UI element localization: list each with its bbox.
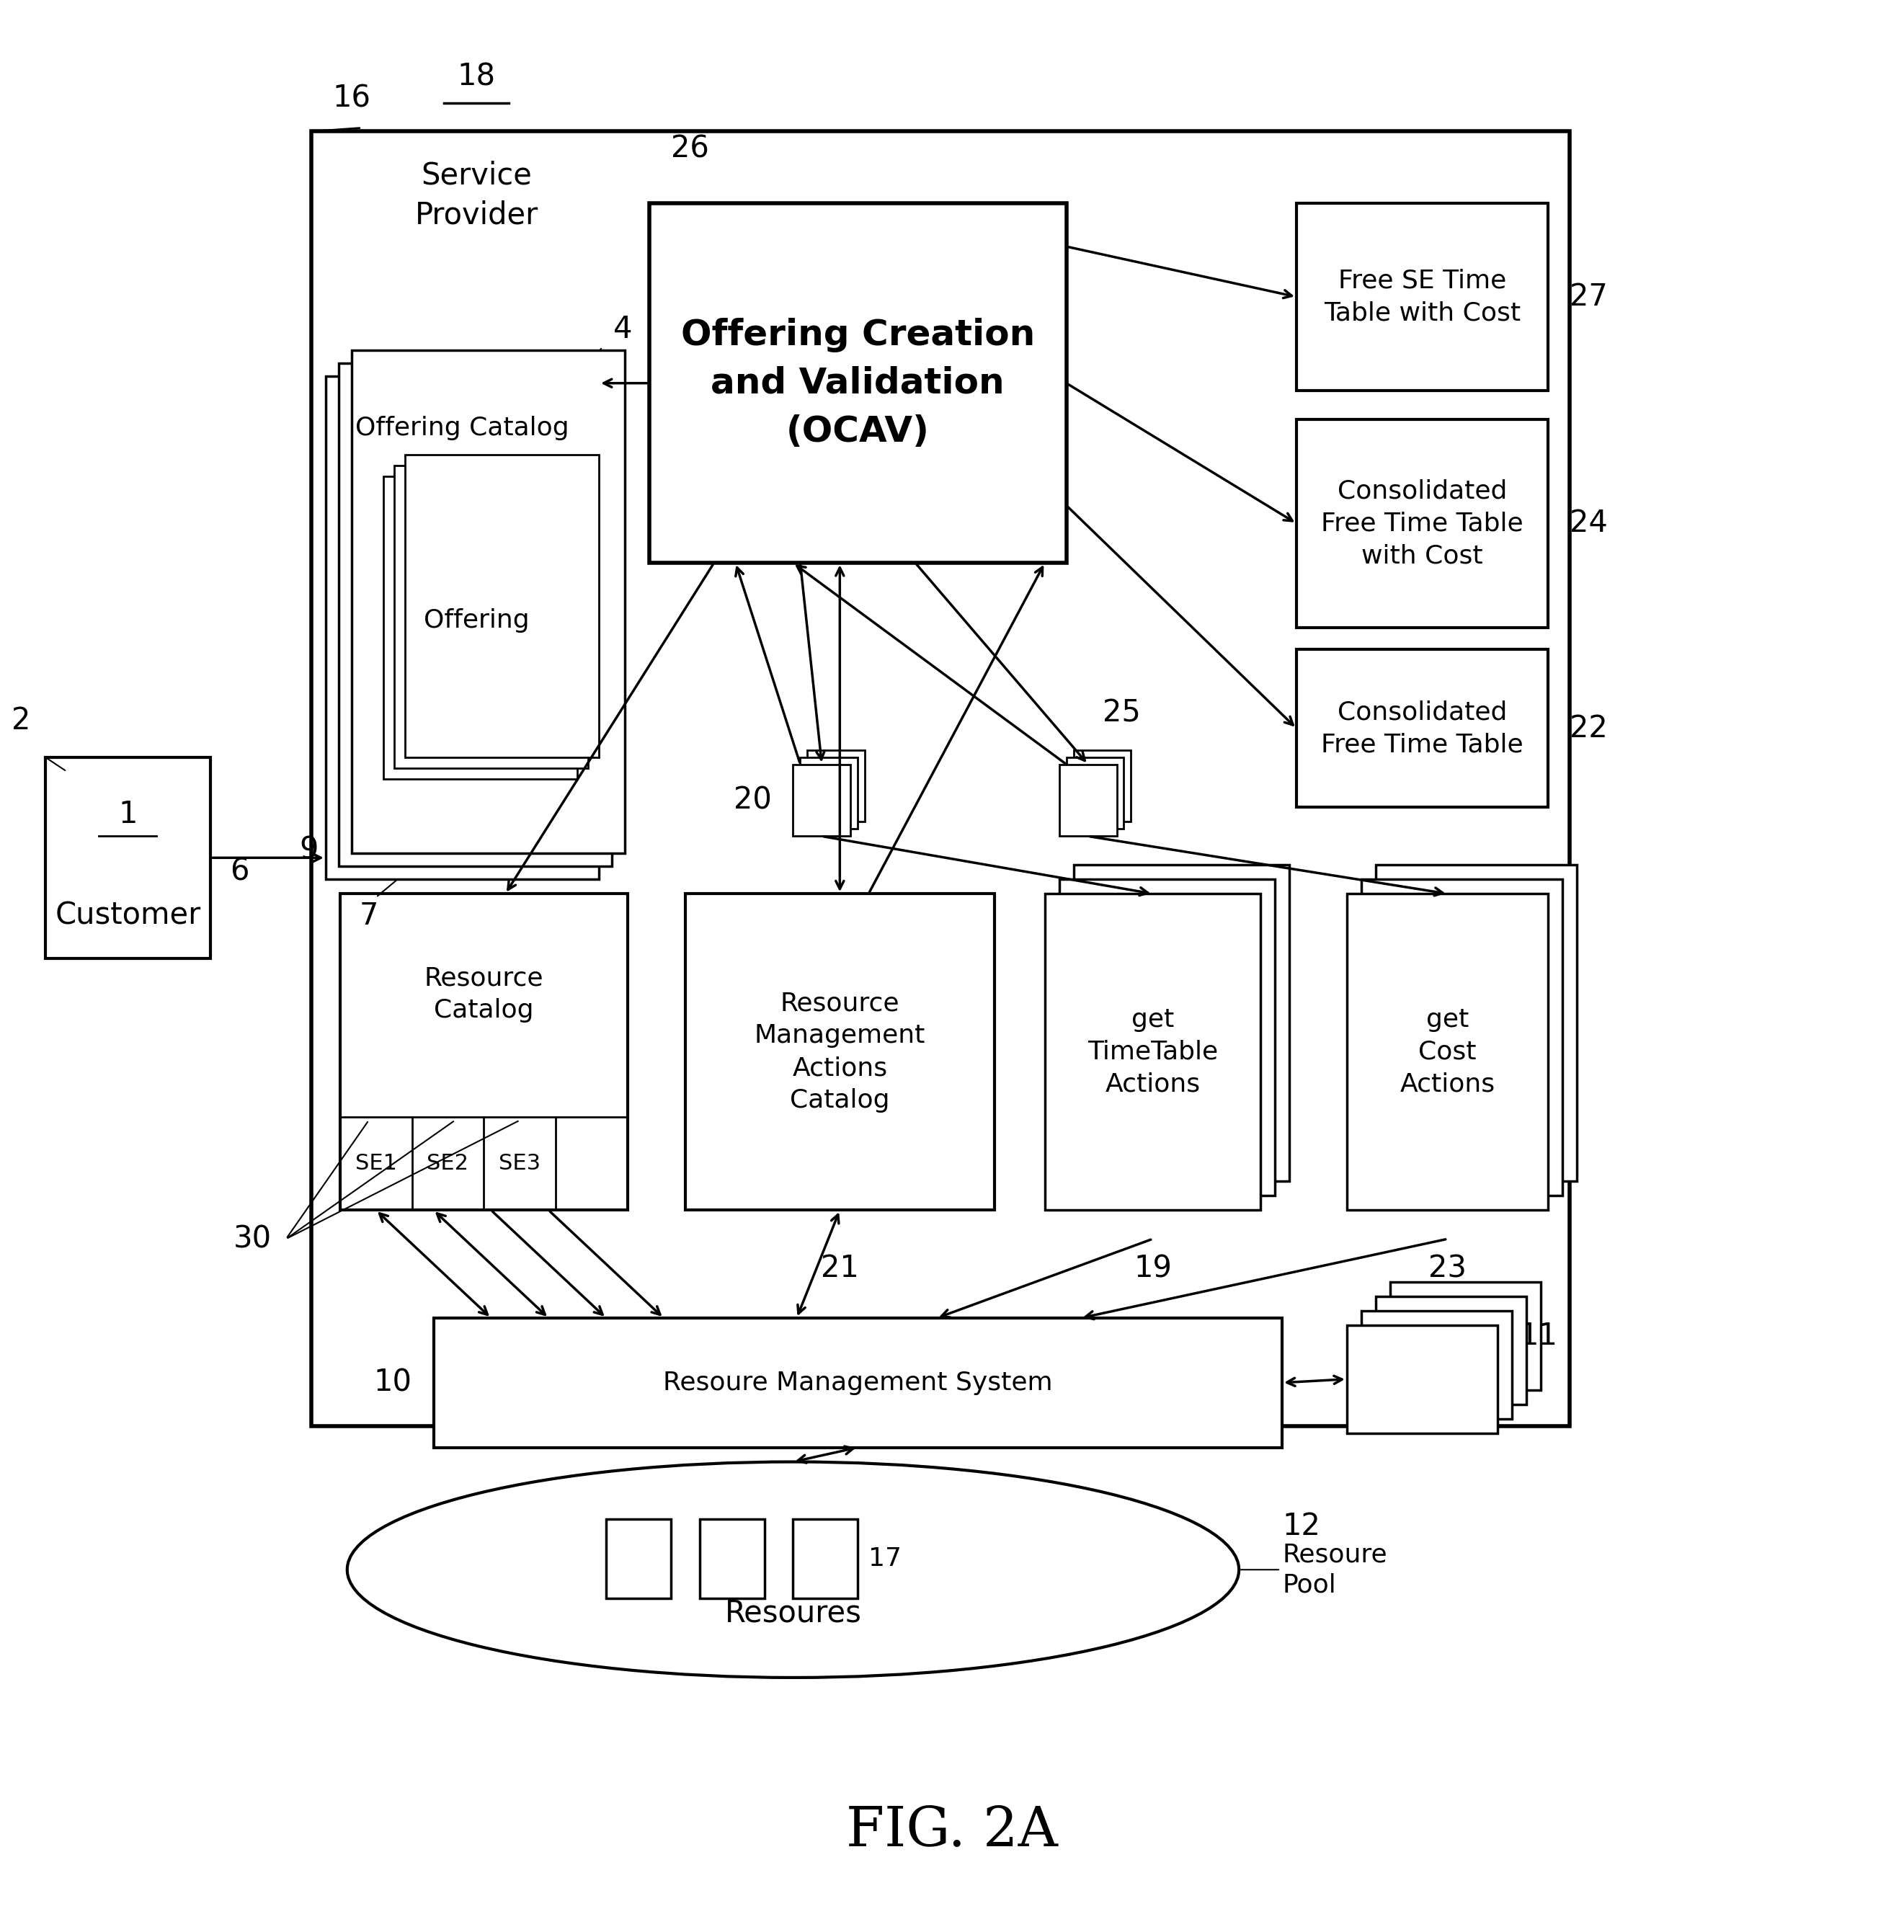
Text: 21: 21 xyxy=(821,1254,859,1283)
Text: Resource
Catalog: Resource Catalog xyxy=(425,966,543,1022)
Text: 23: 23 xyxy=(1428,1254,1466,1283)
Text: Offering: Offering xyxy=(425,609,529,632)
Text: Consolidated
Free Time Table
with Cost: Consolidated Free Time Table with Cost xyxy=(1321,479,1523,568)
Text: Offering Creation
and Validation
(OCAV): Offering Creation and Validation (OCAV) xyxy=(682,317,1034,448)
FancyBboxPatch shape xyxy=(406,456,600,757)
FancyBboxPatch shape xyxy=(1390,1283,1540,1389)
Ellipse shape xyxy=(347,1463,1240,1677)
Text: 18: 18 xyxy=(457,62,495,93)
FancyBboxPatch shape xyxy=(794,765,851,837)
FancyBboxPatch shape xyxy=(326,377,600,879)
Text: 2: 2 xyxy=(11,705,30,736)
Text: 27: 27 xyxy=(1569,282,1607,311)
Text: 24: 24 xyxy=(1569,508,1607,539)
Text: FIG. 2A: FIG. 2A xyxy=(845,1804,1059,1859)
Text: 17: 17 xyxy=(868,1548,902,1571)
Text: 10: 10 xyxy=(373,1368,411,1399)
FancyBboxPatch shape xyxy=(383,477,577,779)
Text: 20: 20 xyxy=(733,784,771,815)
FancyBboxPatch shape xyxy=(46,757,211,958)
Text: 4: 4 xyxy=(613,315,632,344)
FancyBboxPatch shape xyxy=(1074,750,1131,821)
FancyBboxPatch shape xyxy=(1059,879,1276,1196)
Text: get
TimeTable
Actions: get TimeTable Actions xyxy=(1087,1007,1219,1097)
Text: 6: 6 xyxy=(230,856,249,887)
FancyBboxPatch shape xyxy=(1361,1310,1512,1418)
Text: Offering Catalog: Offering Catalog xyxy=(356,415,569,440)
FancyBboxPatch shape xyxy=(1297,649,1548,808)
FancyBboxPatch shape xyxy=(800,757,859,829)
FancyBboxPatch shape xyxy=(1074,866,1289,1180)
Text: Resoures: Resoures xyxy=(725,1598,861,1629)
FancyBboxPatch shape xyxy=(434,1318,1281,1447)
FancyBboxPatch shape xyxy=(807,750,864,821)
Text: 12: 12 xyxy=(1281,1511,1319,1542)
FancyBboxPatch shape xyxy=(1045,895,1260,1209)
FancyBboxPatch shape xyxy=(1346,895,1548,1209)
Text: 16: 16 xyxy=(333,83,371,114)
Text: 22: 22 xyxy=(1569,713,1607,744)
Text: 9: 9 xyxy=(299,835,318,866)
FancyBboxPatch shape xyxy=(1375,866,1577,1180)
FancyBboxPatch shape xyxy=(352,350,625,854)
Text: SE2: SE2 xyxy=(426,1153,468,1175)
FancyBboxPatch shape xyxy=(685,895,994,1209)
Text: 19: 19 xyxy=(1133,1254,1171,1283)
Text: get
Cost
Actions: get Cost Actions xyxy=(1399,1007,1495,1097)
FancyBboxPatch shape xyxy=(394,466,588,767)
FancyBboxPatch shape xyxy=(310,131,1569,1426)
Text: 11: 11 xyxy=(1519,1321,1557,1350)
Text: Customer: Customer xyxy=(55,900,200,931)
Text: 1: 1 xyxy=(118,800,137,829)
Text: Resource
Management
Actions
Catalog: Resource Management Actions Catalog xyxy=(754,991,925,1113)
Text: SE1: SE1 xyxy=(354,1153,396,1175)
Text: 25: 25 xyxy=(1102,697,1140,728)
FancyBboxPatch shape xyxy=(341,895,628,1209)
FancyBboxPatch shape xyxy=(605,1519,670,1598)
FancyBboxPatch shape xyxy=(649,203,1066,562)
FancyBboxPatch shape xyxy=(1297,203,1548,390)
FancyBboxPatch shape xyxy=(1066,757,1123,829)
Text: Resoure
Pool: Resoure Pool xyxy=(1281,1542,1386,1598)
Text: 30: 30 xyxy=(234,1223,272,1254)
Text: Resoure Management System: Resoure Management System xyxy=(663,1370,1053,1395)
FancyBboxPatch shape xyxy=(794,1519,859,1598)
FancyBboxPatch shape xyxy=(339,363,611,866)
Text: 26: 26 xyxy=(670,133,708,164)
FancyBboxPatch shape xyxy=(1375,1296,1527,1405)
FancyBboxPatch shape xyxy=(1297,419,1548,628)
FancyBboxPatch shape xyxy=(699,1519,764,1598)
Text: Service
Provider: Service Provider xyxy=(415,160,539,230)
Text: 7: 7 xyxy=(360,900,379,931)
FancyBboxPatch shape xyxy=(1346,1325,1498,1434)
FancyBboxPatch shape xyxy=(1059,765,1116,837)
Text: SE3: SE3 xyxy=(499,1153,541,1175)
FancyBboxPatch shape xyxy=(1361,879,1563,1196)
Text: Consolidated
Free Time Table: Consolidated Free Time Table xyxy=(1321,699,1523,757)
Text: Free SE Time
Table with Cost: Free SE Time Table with Cost xyxy=(1323,269,1521,325)
